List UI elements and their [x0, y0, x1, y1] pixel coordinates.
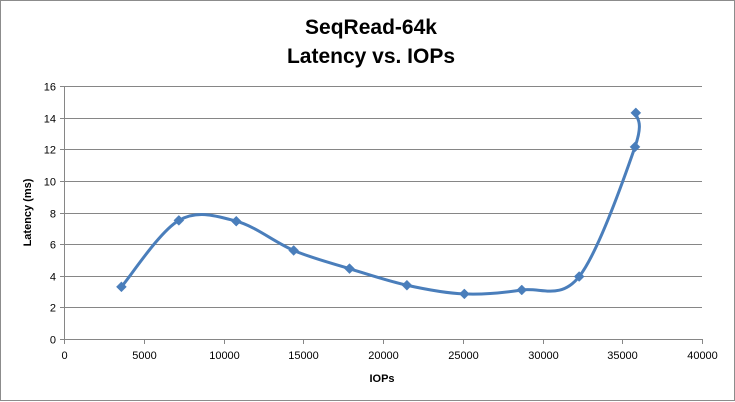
data-point-marker [173, 215, 185, 226]
data-point-marker [344, 263, 355, 274]
x-tick-label: 0 [61, 350, 67, 362]
data-point-marker [573, 271, 585, 282]
y-axis-title: Latency (ms) [22, 178, 34, 246]
y-tick-label: 14 [44, 114, 56, 126]
y-tick-label: 0 [50, 335, 56, 347]
y-tick-label: 16 [44, 82, 56, 94]
y-tick-label: 10 [44, 177, 56, 189]
x-tick-label: 25000 [448, 350, 479, 362]
x-axis-title: IOPs [369, 373, 394, 385]
x-tick-label: 10000 [209, 350, 240, 362]
x-tick-label: 20000 [368, 350, 399, 362]
x-tick-labels: 0 5000 10000 15000 20000 25000 30000 35000 40000 [61, 350, 717, 362]
x-tick-label: 40000 [687, 350, 718, 362]
y-tick-label: 2 [50, 303, 56, 315]
y-tick-label: 4 [50, 272, 56, 284]
y-tick-label: 6 [50, 240, 56, 252]
chart-title: SeqRead-64k Latency vs. IOPs [287, 16, 455, 68]
chart-title-line-1: SeqRead-64k [305, 16, 437, 39]
y-tick-label: 12 [44, 145, 56, 157]
chart-title-line-2: Latency vs. IOPs [287, 45, 455, 68]
series [116, 107, 642, 300]
data-point-marker [401, 279, 413, 291]
axes [60, 86, 703, 344]
x-tick-label: 30000 [528, 350, 559, 362]
data-point-marker [458, 288, 470, 300]
x-tick-label: 5000 [132, 350, 156, 362]
y-tick-label: 8 [50, 209, 56, 221]
data-point-marker [288, 245, 300, 256]
x-tick-label: 35000 [607, 350, 638, 362]
data-point-marker [230, 215, 242, 227]
series-line [119, 111, 641, 296]
data-point-marker [516, 284, 528, 296]
data-point-marker [116, 281, 127, 293]
data-point-marker [629, 141, 641, 153]
x-tick-label: 15000 [288, 350, 319, 362]
data-point-marker [630, 107, 642, 119]
y-tick-labels: 0 2 4 6 8 10 12 14 16 [44, 82, 56, 347]
gridlines [64, 86, 702, 308]
